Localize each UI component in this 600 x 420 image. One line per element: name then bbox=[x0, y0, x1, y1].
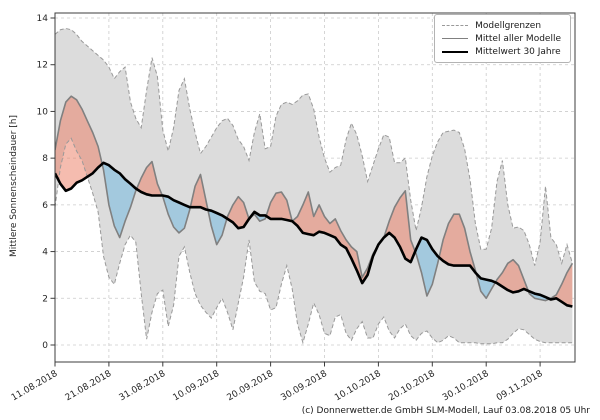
x-tick-label: 31.08.2018 bbox=[118, 369, 168, 404]
y-tick-label: 2 bbox=[42, 294, 48, 304]
copyright-caption: (c) Donnerwetter.de GmbH SLM-Modell, Lau… bbox=[301, 406, 590, 416]
legend: Modellgrenzen Mittel aller Modelle Mitte… bbox=[434, 14, 571, 63]
y-tick-label: 8 bbox=[42, 154, 48, 164]
x-tick-label: 20.10.2018 bbox=[387, 369, 437, 404]
x-tick-label: 20.09.2018 bbox=[225, 369, 275, 404]
x-tick-label: 09.11.2018 bbox=[495, 369, 545, 404]
x-tick-label: 30.09.2018 bbox=[279, 369, 329, 404]
legend-item-mittel-aller-modelle: Mittel aller Modelle bbox=[442, 32, 561, 45]
legend-label-modellgrenzen: Modellgrenzen bbox=[475, 20, 542, 31]
above-normal-fill bbox=[55, 96, 573, 307]
y-tick-label: 10 bbox=[37, 107, 49, 117]
y-tick-label: 12 bbox=[37, 61, 48, 71]
x-tick-label: 30.10.2018 bbox=[441, 369, 491, 404]
legend-label-mittelwert-30-jahre: Mittelwert 30 Jahre bbox=[475, 46, 561, 57]
legend-label-mittel-aller-modelle: Mittel aller Modelle bbox=[475, 33, 561, 44]
legend-item-mittelwert-30-jahre: Mittelwert 30 Jahre bbox=[442, 45, 561, 58]
upper-bound-line bbox=[55, 27, 573, 266]
model-bounds-lines bbox=[55, 27, 573, 345]
x-tick-label: 11.08.2018 bbox=[10, 369, 60, 404]
model-mean-line bbox=[55, 95, 574, 302]
tick-marks bbox=[50, 17, 541, 367]
climate-mean-30y-line bbox=[55, 161, 573, 308]
gray-line-icon bbox=[442, 38, 469, 39]
lower-bound-line bbox=[55, 137, 573, 345]
y-tick-label: 6 bbox=[42, 201, 48, 211]
x-tick-label: 21.08.2018 bbox=[64, 369, 114, 404]
y-axis-title: Mittlere Sonnenscheindauer [h] bbox=[9, 115, 19, 257]
dashed-line-icon bbox=[442, 25, 469, 26]
legend-item-modellgrenzen: Modellgrenzen bbox=[442, 19, 561, 32]
model-range-band bbox=[55, 28, 573, 344]
plot-border bbox=[54, 12, 576, 363]
x-tick-label: 10.10.2018 bbox=[333, 369, 383, 404]
y-tick-label: 0 bbox=[42, 341, 48, 351]
y-tick-label: 14 bbox=[37, 14, 49, 24]
y-tick-label: 4 bbox=[42, 248, 48, 258]
black-line-icon bbox=[442, 50, 469, 53]
x-tick-label: 10.09.2018 bbox=[172, 369, 222, 404]
